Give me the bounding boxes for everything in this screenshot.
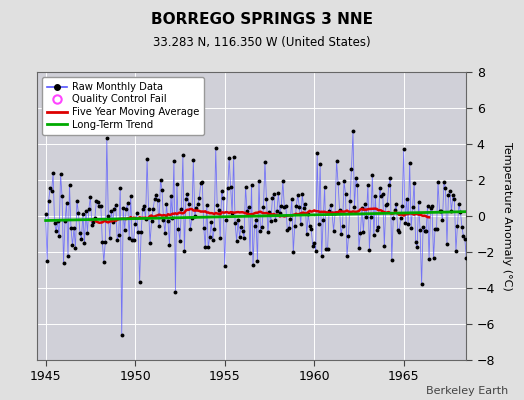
Y-axis label: Temperature Anomaly (°C): Temperature Anomaly (°C)	[502, 142, 512, 290]
Text: BORREGO SPRINGS 3 NNE: BORREGO SPRINGS 3 NNE	[151, 12, 373, 27]
Legend: Raw Monthly Data, Quality Control Fail, Five Year Moving Average, Long-Term Tren: Raw Monthly Data, Quality Control Fail, …	[42, 77, 204, 134]
Text: 33.283 N, 116.350 W (United States): 33.283 N, 116.350 W (United States)	[153, 36, 371, 49]
Text: Berkeley Earth: Berkeley Earth	[426, 386, 508, 396]
